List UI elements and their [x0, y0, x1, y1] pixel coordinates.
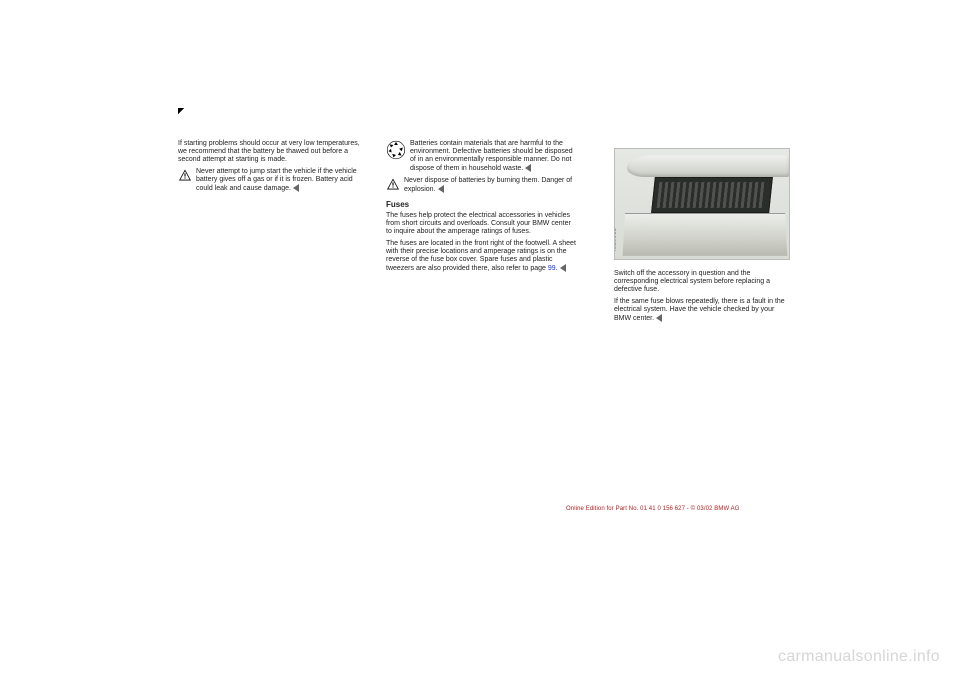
col1-warning-block: Never attempt to jump start the vehicle … [178, 168, 368, 193]
col3-paragraph-2: If the same fuse blows repeatedly, there… [614, 298, 790, 323]
col2-warning-block: Never dispose of batteries by burning th… [386, 177, 576, 194]
col3-paragraph-1: Switch off the accessory in question and… [614, 270, 790, 294]
warning-icon [386, 178, 400, 190]
end-marker-icon [525, 164, 531, 172]
col2-warning-text: Never dispose of batteries by burning th… [404, 177, 572, 193]
col1-paragraph-1: If starting problems should occur at ver… [178, 140, 368, 164]
column-3: Switch off the accessory in question and… [614, 270, 790, 327]
end-marker-icon [293, 184, 299, 192]
end-marker-icon [656, 314, 662, 322]
page-link-99[interactable]: 99 [548, 265, 556, 272]
col2-recycle-text: Batteries contain materials that are har… [410, 140, 573, 172]
col2-recycle-block: Batteries contain materials that are har… [386, 140, 576, 173]
copyright-footer: Online Edition for Part No. 01 41 0 156 … [566, 506, 786, 512]
glovebox-door-shape [623, 213, 788, 256]
warning-icon [178, 169, 192, 181]
fuse-panel-shape [651, 177, 773, 213]
col2-paragraph-2: The fuses are located in the front right… [386, 240, 576, 273]
recycle-icon [386, 140, 406, 160]
watermark: carmanualsonline.info [778, 648, 940, 666]
fuses-heading: Fuses [386, 200, 576, 209]
image-id-label: 46de062 [614, 228, 618, 253]
end-marker-icon [560, 264, 566, 272]
column-2: Batteries contain materials that are har… [386, 140, 576, 277]
dashboard-shape [627, 155, 789, 177]
col1-warning-text: Never attempt to jump start the vehicle … [196, 168, 357, 192]
col2-paragraph-1: The fuses help protect the electrical ac… [386, 212, 576, 236]
end-marker-icon [438, 185, 444, 193]
page-corner-marker [178, 108, 184, 114]
col3-p2-text: If the same fuse blows repeatedly, there… [614, 298, 785, 322]
fuse-box-illustration: 46de062 [614, 148, 790, 260]
column-1: If starting problems should occur at ver… [178, 140, 368, 277]
